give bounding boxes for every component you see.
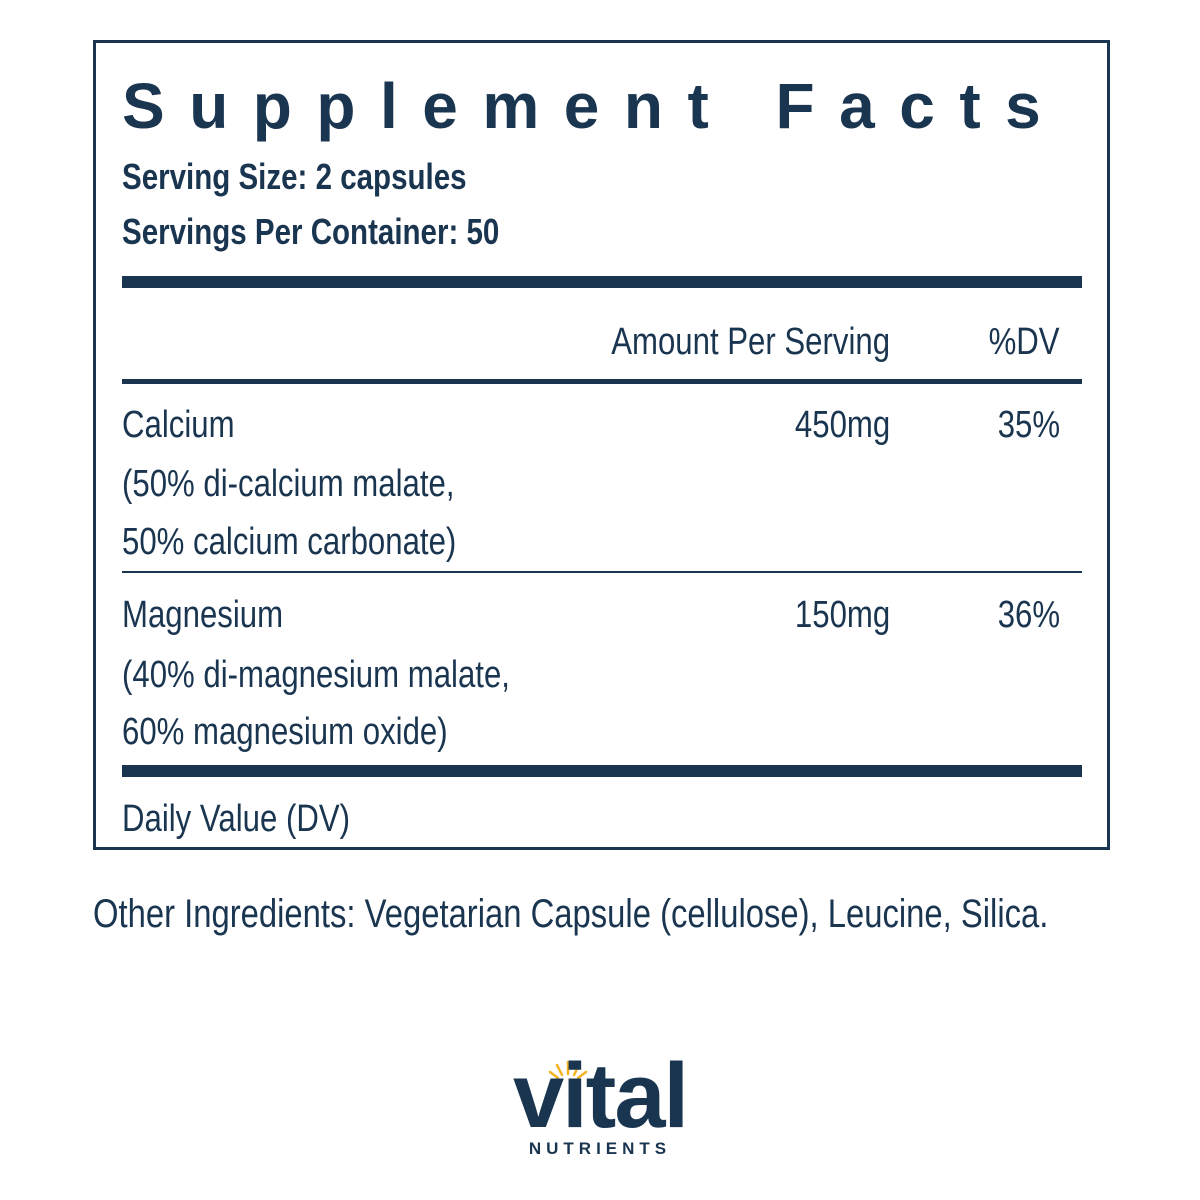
facts-panel [93, 40, 1110, 850]
header-amount: Amount Per Serving [611, 321, 890, 363]
divider [122, 571, 1082, 573]
logo-sun [548, 1060, 588, 1080]
header-dv: %DV [989, 321, 1060, 363]
nutrient-amount: 450mg [794, 404, 890, 446]
nutrient-detail: 50% calcium carbonate) [122, 521, 457, 563]
nutrient-detail: (50% di-calcium malate, [122, 463, 455, 505]
nutrient-dv: 36% [997, 594, 1060, 636]
nutrient-amount: 150mg [794, 594, 890, 636]
serving-size: Serving Size: 2 capsules [122, 156, 467, 197]
nutrient-dv: 35% [997, 404, 1060, 446]
logo-subtitle: NUTRIENTS [528, 1139, 672, 1158]
nutrient-name: Magnesium [122, 594, 284, 636]
divider [122, 379, 1082, 384]
divider [122, 276, 1082, 288]
nutrient-detail: (40% di-magnesium malate, [122, 654, 510, 696]
nutrient-name: Calcium [122, 404, 235, 446]
footnote: Daily Value (DV) [122, 798, 350, 840]
divider [122, 765, 1082, 777]
nutrient-detail: 60% magnesium oxide) [122, 711, 448, 753]
title: Supplement Facts [122, 70, 1066, 142]
other-ingredients: Other Ingredients: Vegetarian Capsule (c… [93, 892, 1049, 936]
logo-name: vital [512, 1045, 689, 1147]
servings-per-container: Servings Per Container: 50 [122, 211, 500, 252]
